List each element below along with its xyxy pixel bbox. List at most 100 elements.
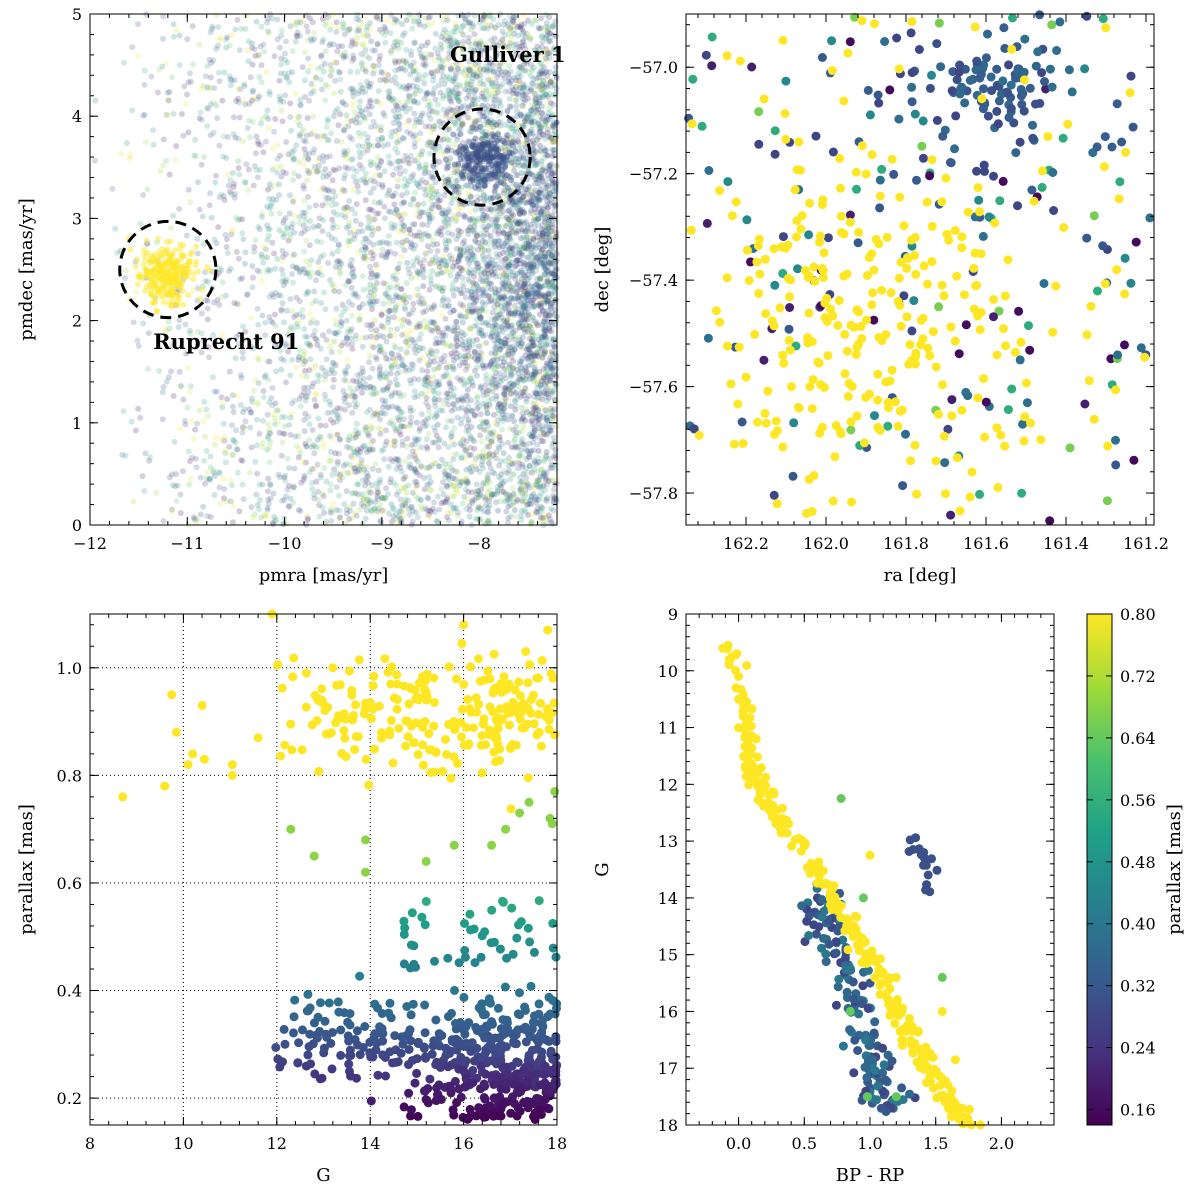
pm-field-star [204,316,211,323]
pm-field-star [547,362,554,368]
pm-field-star [343,488,350,495]
pm-field-star [513,102,520,109]
pm-field-star [442,113,449,120]
pm-field-star [519,375,526,382]
pm-field-star [491,373,498,380]
pm-field-star [467,326,474,333]
pm-field-star [258,277,265,284]
pm-field-star [503,272,510,278]
pm-field-star [411,189,418,196]
pm-field-star [547,228,554,235]
pm-field-star [436,382,443,389]
pm-field-star [341,462,347,469]
pm-field-star [508,217,515,224]
pm-field-star [303,23,310,30]
pm-field-star [207,190,214,197]
pm-field-star [305,269,312,276]
pm-field-star [435,203,442,210]
pm-field-star [291,229,298,236]
pm-field-star [220,495,227,502]
pm-field-star [296,122,303,129]
pm-field-star [229,169,236,176]
pm-field-star [92,97,99,104]
pm-field-star [485,397,492,404]
pm-field-star [440,174,447,181]
pm-field-star [397,346,404,353]
pm-field-star [373,280,380,286]
pm-field-star [393,239,400,246]
pm-field-star [422,63,429,70]
pm-field-star [350,187,357,193]
pm-field-star [184,36,191,43]
pm-field-star [425,403,432,410]
pm-field-star [266,226,273,233]
pm-field-star [467,433,473,439]
pm-field-star [499,426,506,433]
pm-field-star [184,404,191,411]
pm-field-star [422,505,429,512]
pm-field-star [464,81,470,88]
pm-field-star [429,439,436,446]
pm-field-star [405,178,412,185]
pm-field-star [364,147,371,154]
pm-field-star [501,223,508,230]
pm-field-star [421,80,428,87]
pm-field-star [444,164,451,171]
pm-field-star [197,511,204,518]
pm-field-star [300,182,307,189]
pm-field-star [415,376,422,383]
pm-field-star [382,39,389,46]
pm-field-star [459,267,466,274]
pm-field-star [531,435,538,441]
pm-field-star [341,376,348,383]
pm-field-star [478,47,485,54]
pm-field-star [479,458,486,465]
pm-field-star [371,172,378,179]
pm-field-star [433,348,440,355]
pm-field-star [396,417,403,424]
pm-field-star [330,376,337,383]
pm-field-star [416,165,423,172]
pm-field-star [530,432,537,439]
pm-field-star [419,221,426,228]
pm-field-star [526,192,533,199]
pm-field-star [209,374,216,381]
pm-field-star [441,358,448,365]
pm-field-star [224,396,231,403]
pm-field-star [484,452,491,459]
pm-field-star [241,260,248,267]
pm-field-star [321,133,328,140]
pm-field-star [402,473,409,480]
pm-field-star [283,75,290,82]
pm-field-star [200,154,207,160]
pm-field-star [191,516,198,523]
pm-field-star [525,512,531,518]
pm-field-star [454,414,461,421]
pm-field-star [363,446,370,453]
pm-field-star [545,279,552,286]
pm-field-star [266,358,273,365]
pm-field-star [545,94,552,100]
pm-field-star [187,199,194,206]
pm-field-star [458,31,465,37]
pm-field-star [451,425,458,431]
pm-field-star [346,503,353,510]
pm-field-star [543,432,550,438]
pm-field-star [322,396,329,403]
pm-field-star [413,203,420,210]
pm-field-star [371,199,378,206]
pm-field-star [399,438,406,445]
pm-field-star [518,513,525,519]
pm-field-star [320,185,327,192]
pm-field-star [368,215,375,222]
pm-field-star [424,415,431,422]
pm-field-star [148,73,155,80]
pm-field-star [367,384,374,391]
pm-field-star [350,273,357,280]
pm-field-star [399,409,406,416]
pm-field-star [531,140,537,147]
pm-field-star [519,103,526,110]
pm-field-star [204,63,211,69]
pm-field-star [270,490,277,497]
pm-field-star [207,132,214,139]
